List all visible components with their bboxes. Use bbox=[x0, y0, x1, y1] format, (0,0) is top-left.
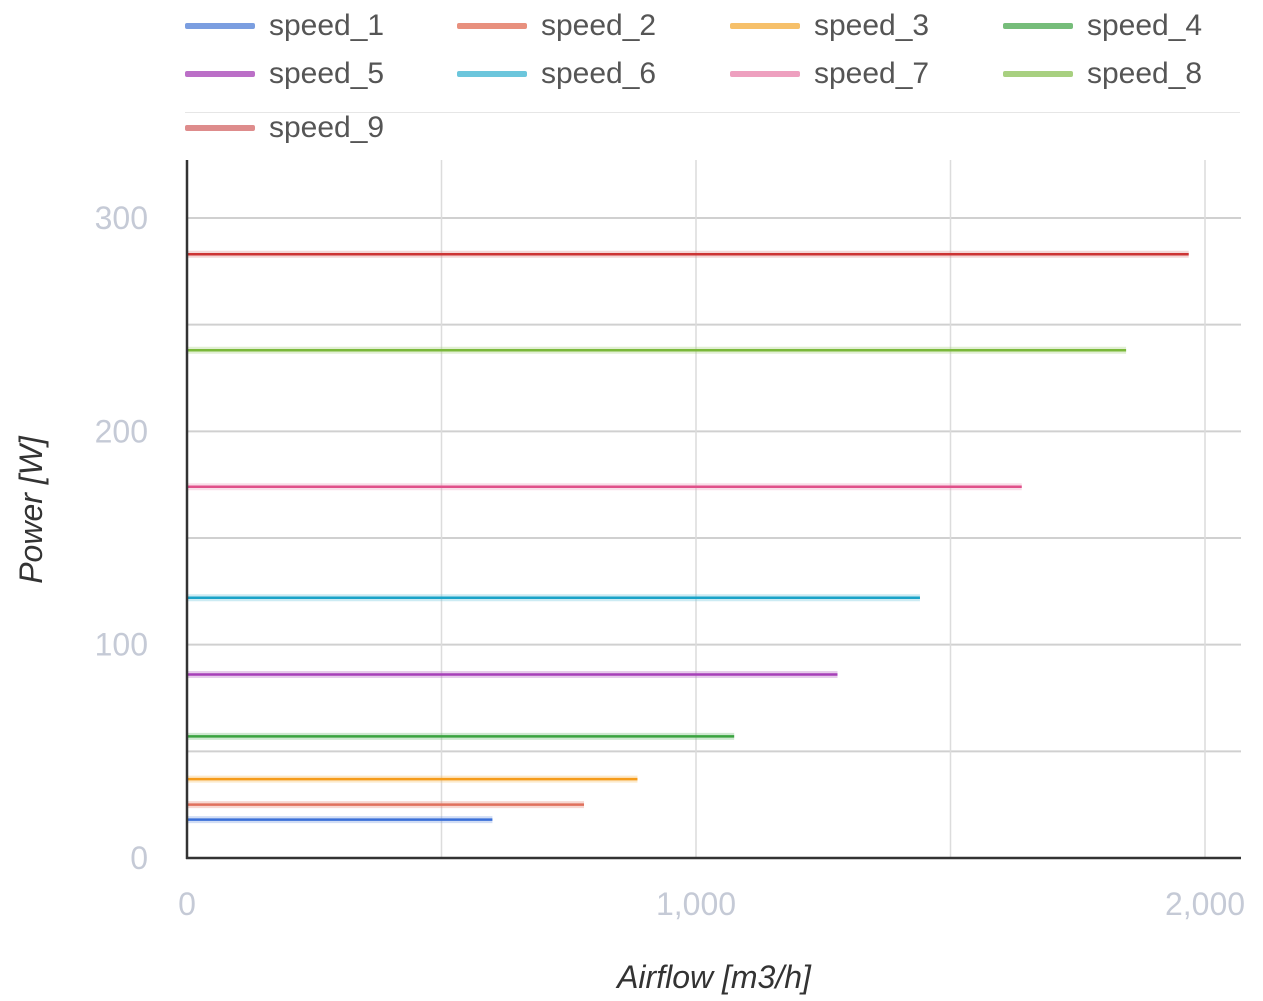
legend-divider bbox=[185, 112, 1240, 113]
series-lines bbox=[187, 250, 1189, 824]
axes bbox=[185, 160, 1241, 860]
legend-swatch bbox=[730, 71, 800, 77]
y-tick-label: 300 bbox=[95, 200, 148, 236]
legend-item-speed_3[interactable]: speed_3 bbox=[730, 6, 929, 46]
legend-label: speed_2 bbox=[541, 9, 657, 42]
legend-swatch bbox=[185, 125, 255, 131]
y-tick-label: 200 bbox=[95, 413, 148, 449]
legend-item-speed_2[interactable]: speed_2 bbox=[457, 6, 656, 46]
legend-label: speed_9 bbox=[269, 111, 385, 144]
legend-label: speed_8 bbox=[1087, 57, 1203, 90]
legend-swatch bbox=[1003, 71, 1073, 77]
legend-item-speed_8[interactable]: speed_8 bbox=[1003, 54, 1202, 94]
legend-swatch bbox=[185, 23, 255, 29]
grid-lines bbox=[187, 160, 1241, 858]
legend-item-speed_4[interactable]: speed_4 bbox=[1003, 6, 1202, 46]
legend-item-speed_5[interactable]: speed_5 bbox=[185, 54, 384, 94]
x-tick-label: 0 bbox=[178, 886, 196, 922]
legend-item-speed_1[interactable]: speed_1 bbox=[185, 6, 384, 46]
legend-label: speed_5 bbox=[269, 57, 385, 90]
y-tick-label: 100 bbox=[95, 627, 148, 663]
legend-label: speed_4 bbox=[1087, 9, 1203, 42]
x-axis-title: Airflow [m3/h] bbox=[615, 959, 812, 995]
legend-item-speed_9[interactable]: speed_9 bbox=[185, 108, 384, 148]
legend-swatch bbox=[185, 71, 255, 77]
legend-label: speed_3 bbox=[814, 9, 930, 42]
y-axis-title: Power [W] bbox=[13, 435, 49, 584]
legend-swatch bbox=[457, 71, 527, 77]
legend-swatch bbox=[1003, 23, 1073, 29]
legend-item-speed_7[interactable]: speed_7 bbox=[730, 54, 929, 94]
legend-label: speed_1 bbox=[269, 9, 385, 42]
legend-label: speed_7 bbox=[814, 57, 930, 90]
chart-legend: speed_1 speed_2 speed_3 speed_4 speed_5 speed… bbox=[185, 4, 1245, 144]
legend-item-speed_6[interactable]: speed_6 bbox=[457, 54, 656, 94]
legend-swatch bbox=[730, 23, 800, 29]
tick-labels: 0 100 200 300 0 1,000 2,000 bbox=[95, 200, 1245, 922]
legend-label: speed_6 bbox=[541, 57, 657, 90]
legend-swatch bbox=[457, 23, 527, 29]
x-tick-label: 1,000 bbox=[656, 886, 736, 922]
y-tick-label: 0 bbox=[130, 840, 148, 876]
x-tick-label: 2,000 bbox=[1165, 886, 1245, 922]
